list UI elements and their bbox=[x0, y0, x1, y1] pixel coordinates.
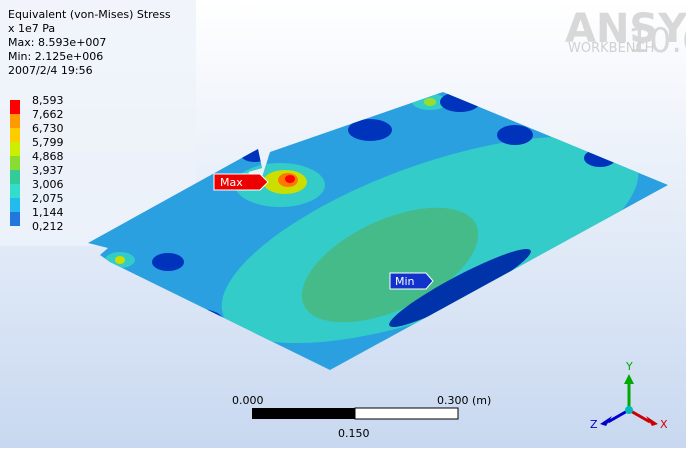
legend-label: 1,144 bbox=[32, 206, 64, 219]
result-title: Equivalent (von-Mises) Stress bbox=[8, 8, 171, 21]
legend-label: 7,662 bbox=[32, 108, 64, 121]
legend-label: 8,593 bbox=[32, 94, 64, 107]
result-unit: x 1e7 Pa bbox=[8, 22, 55, 35]
viewport: Equivalent (von-Mises) Stress x 1e7 Pa M… bbox=[0, 0, 686, 448]
legend-swatch bbox=[10, 142, 20, 156]
axis-x: X bbox=[660, 418, 668, 431]
legend-swatch bbox=[10, 212, 20, 226]
axis-z: Z bbox=[590, 418, 598, 431]
legend-label: 0,212 bbox=[32, 220, 64, 233]
scale-start: 0.000 bbox=[232, 394, 264, 407]
legend-label: 6,730 bbox=[32, 122, 64, 135]
min-label: Min bbox=[395, 275, 415, 288]
scale-middle: 0.150 bbox=[338, 427, 370, 440]
legend: 8,5937,6626,7305,7994,8683,9373,0062,075… bbox=[10, 94, 64, 233]
legend-label: 3,937 bbox=[32, 164, 64, 177]
legend-label: 4,868 bbox=[32, 150, 64, 163]
legend-swatch bbox=[10, 156, 20, 170]
legend-swatch bbox=[10, 170, 20, 184]
logo-product: WORKBENCH bbox=[568, 41, 654, 56]
legend-swatch bbox=[10, 198, 20, 212]
legend-label: 3,006 bbox=[32, 178, 64, 191]
legend-swatch bbox=[10, 100, 20, 114]
scale-end: 0.300 (m) bbox=[437, 394, 491, 407]
result-min: Min: 2.125e+006 bbox=[8, 50, 103, 63]
max-label: Max bbox=[220, 176, 243, 189]
legend-swatch bbox=[10, 114, 20, 128]
result-max: Max: 8.593e+007 bbox=[8, 36, 106, 49]
result-date: 2007/2/4 19:56 bbox=[8, 64, 93, 77]
scale-black bbox=[252, 408, 355, 419]
scale-white bbox=[355, 408, 458, 419]
legend-label: 5,799 bbox=[32, 136, 64, 149]
legend-swatch bbox=[10, 184, 20, 198]
legend-swatch bbox=[10, 128, 20, 142]
legend-label: 2,075 bbox=[32, 192, 64, 205]
axis-y: Y bbox=[625, 360, 633, 373]
